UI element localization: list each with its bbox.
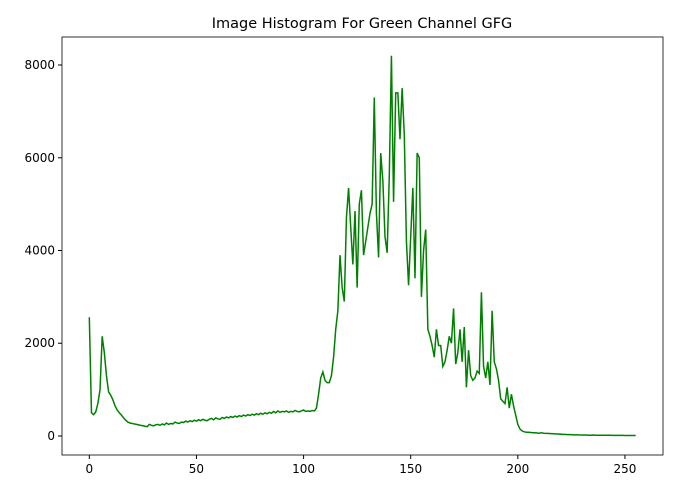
y-tick-label: 0 xyxy=(47,429,55,443)
y-tick-label: 8000 xyxy=(24,58,55,72)
data-line xyxy=(88,55,636,437)
x-tick-label: 50 xyxy=(189,462,204,476)
x-tick-label: 0 xyxy=(85,462,93,476)
x-tick-label: 200 xyxy=(506,462,529,476)
chart-title: Image Histogram For Green Channel GFG xyxy=(212,16,513,32)
plot-frame xyxy=(61,36,664,456)
y-tick-label: 4000 xyxy=(24,243,55,257)
x-tick-label: 100 xyxy=(292,462,315,476)
x-tick-label: 150 xyxy=(399,462,422,476)
y-tick-label: 6000 xyxy=(24,151,55,165)
y-tick-label: 2000 xyxy=(24,336,55,350)
x-tick-label: 250 xyxy=(614,462,637,476)
